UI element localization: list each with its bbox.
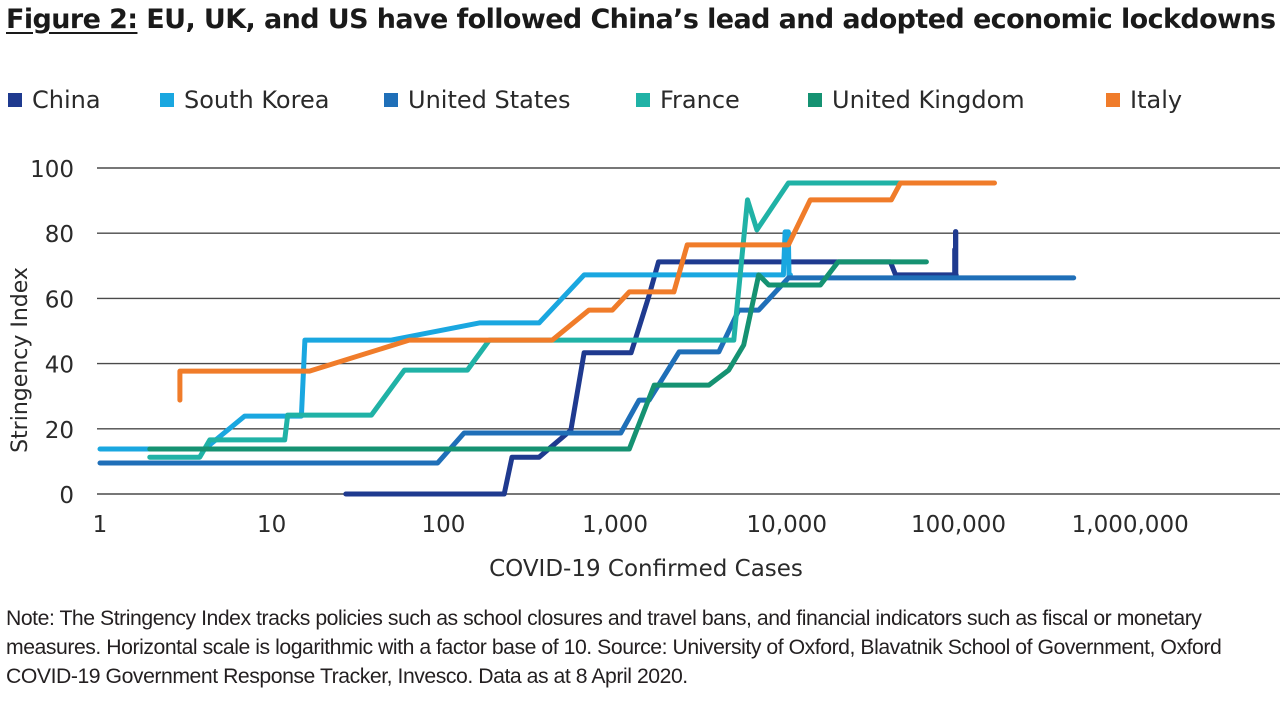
legend-swatch <box>636 93 650 107</box>
x-tick-label: 1,000 <box>582 512 648 538</box>
y-tick-label: 0 <box>59 483 74 509</box>
x-tick-label: 100 <box>421 512 465 538</box>
legend-label: Italy <box>1130 86 1183 114</box>
series-line-united-states <box>97 275 1077 466</box>
y-tick-label: 100 <box>30 157 74 183</box>
legend-item-france: France <box>636 86 740 114</box>
legend-label: China <box>32 86 101 114</box>
legend-label: United Kingdom <box>832 86 1025 114</box>
chart-title: Figure 2: EU, UK, and US have followed C… <box>6 4 1276 35</box>
series-line-france <box>147 180 906 460</box>
legend-swatch <box>160 93 174 107</box>
x-axis-label: COVID-19 Confirmed Cases <box>489 556 803 582</box>
figure-label: Figure 2: <box>6 4 138 35</box>
legend-swatch <box>384 93 398 107</box>
legend: China South Korea United States France Unite… <box>8 86 1278 118</box>
legend-item-china: China <box>8 86 101 114</box>
x-tick-labels: 1 10 100 1,000 10,000 100,000 1,000,000 <box>93 512 1189 538</box>
chart-note: Note: The Stringency Index tracks polici… <box>6 607 1222 688</box>
title-text: EU, UK, and US have followed China’s lea… <box>146 4 1276 35</box>
gridlines <box>97 167 1280 495</box>
series-line-south-korea <box>97 229 793 452</box>
x-tick-label: 100,000 <box>911 512 1006 538</box>
y-tick-label: 80 <box>45 222 74 248</box>
legend-item-united-states: United States <box>384 86 571 114</box>
series-line-italy <box>177 180 997 403</box>
x-tick-label: 10,000 <box>747 512 827 538</box>
legend-swatch <box>808 93 822 107</box>
y-tick-label: 20 <box>45 418 74 444</box>
y-tick-label: 40 <box>45 353 74 379</box>
y-tick-labels: 0 20 40 60 80 100 <box>30 157 74 509</box>
legend-item-south-korea: South Korea <box>160 86 329 114</box>
y-axis-label: Stringency Index <box>8 267 33 453</box>
legend-item-italy: Italy <box>1106 86 1182 114</box>
line-chart: 0 20 40 60 80 100 1 10 100 1,000 10,000 100,000 1,0… <box>8 157 1280 582</box>
x-tick-label: 1 <box>93 512 108 538</box>
legend-label: South Korea <box>184 86 330 114</box>
series-line-united-kingdom <box>147 259 929 452</box>
series-lines <box>97 180 1077 497</box>
series-line-china <box>343 229 959 497</box>
y-tick-label: 60 <box>45 287 74 313</box>
x-tick-label: 10 <box>257 512 286 538</box>
legend-label: United States <box>408 86 571 114</box>
legend-label: France <box>660 86 740 114</box>
x-tick-label: 1,000,000 <box>1072 512 1189 538</box>
legend-item-united-kingdom: United Kingdom <box>808 86 1025 114</box>
legend-swatch <box>1106 93 1120 107</box>
legend-swatch <box>8 93 22 107</box>
